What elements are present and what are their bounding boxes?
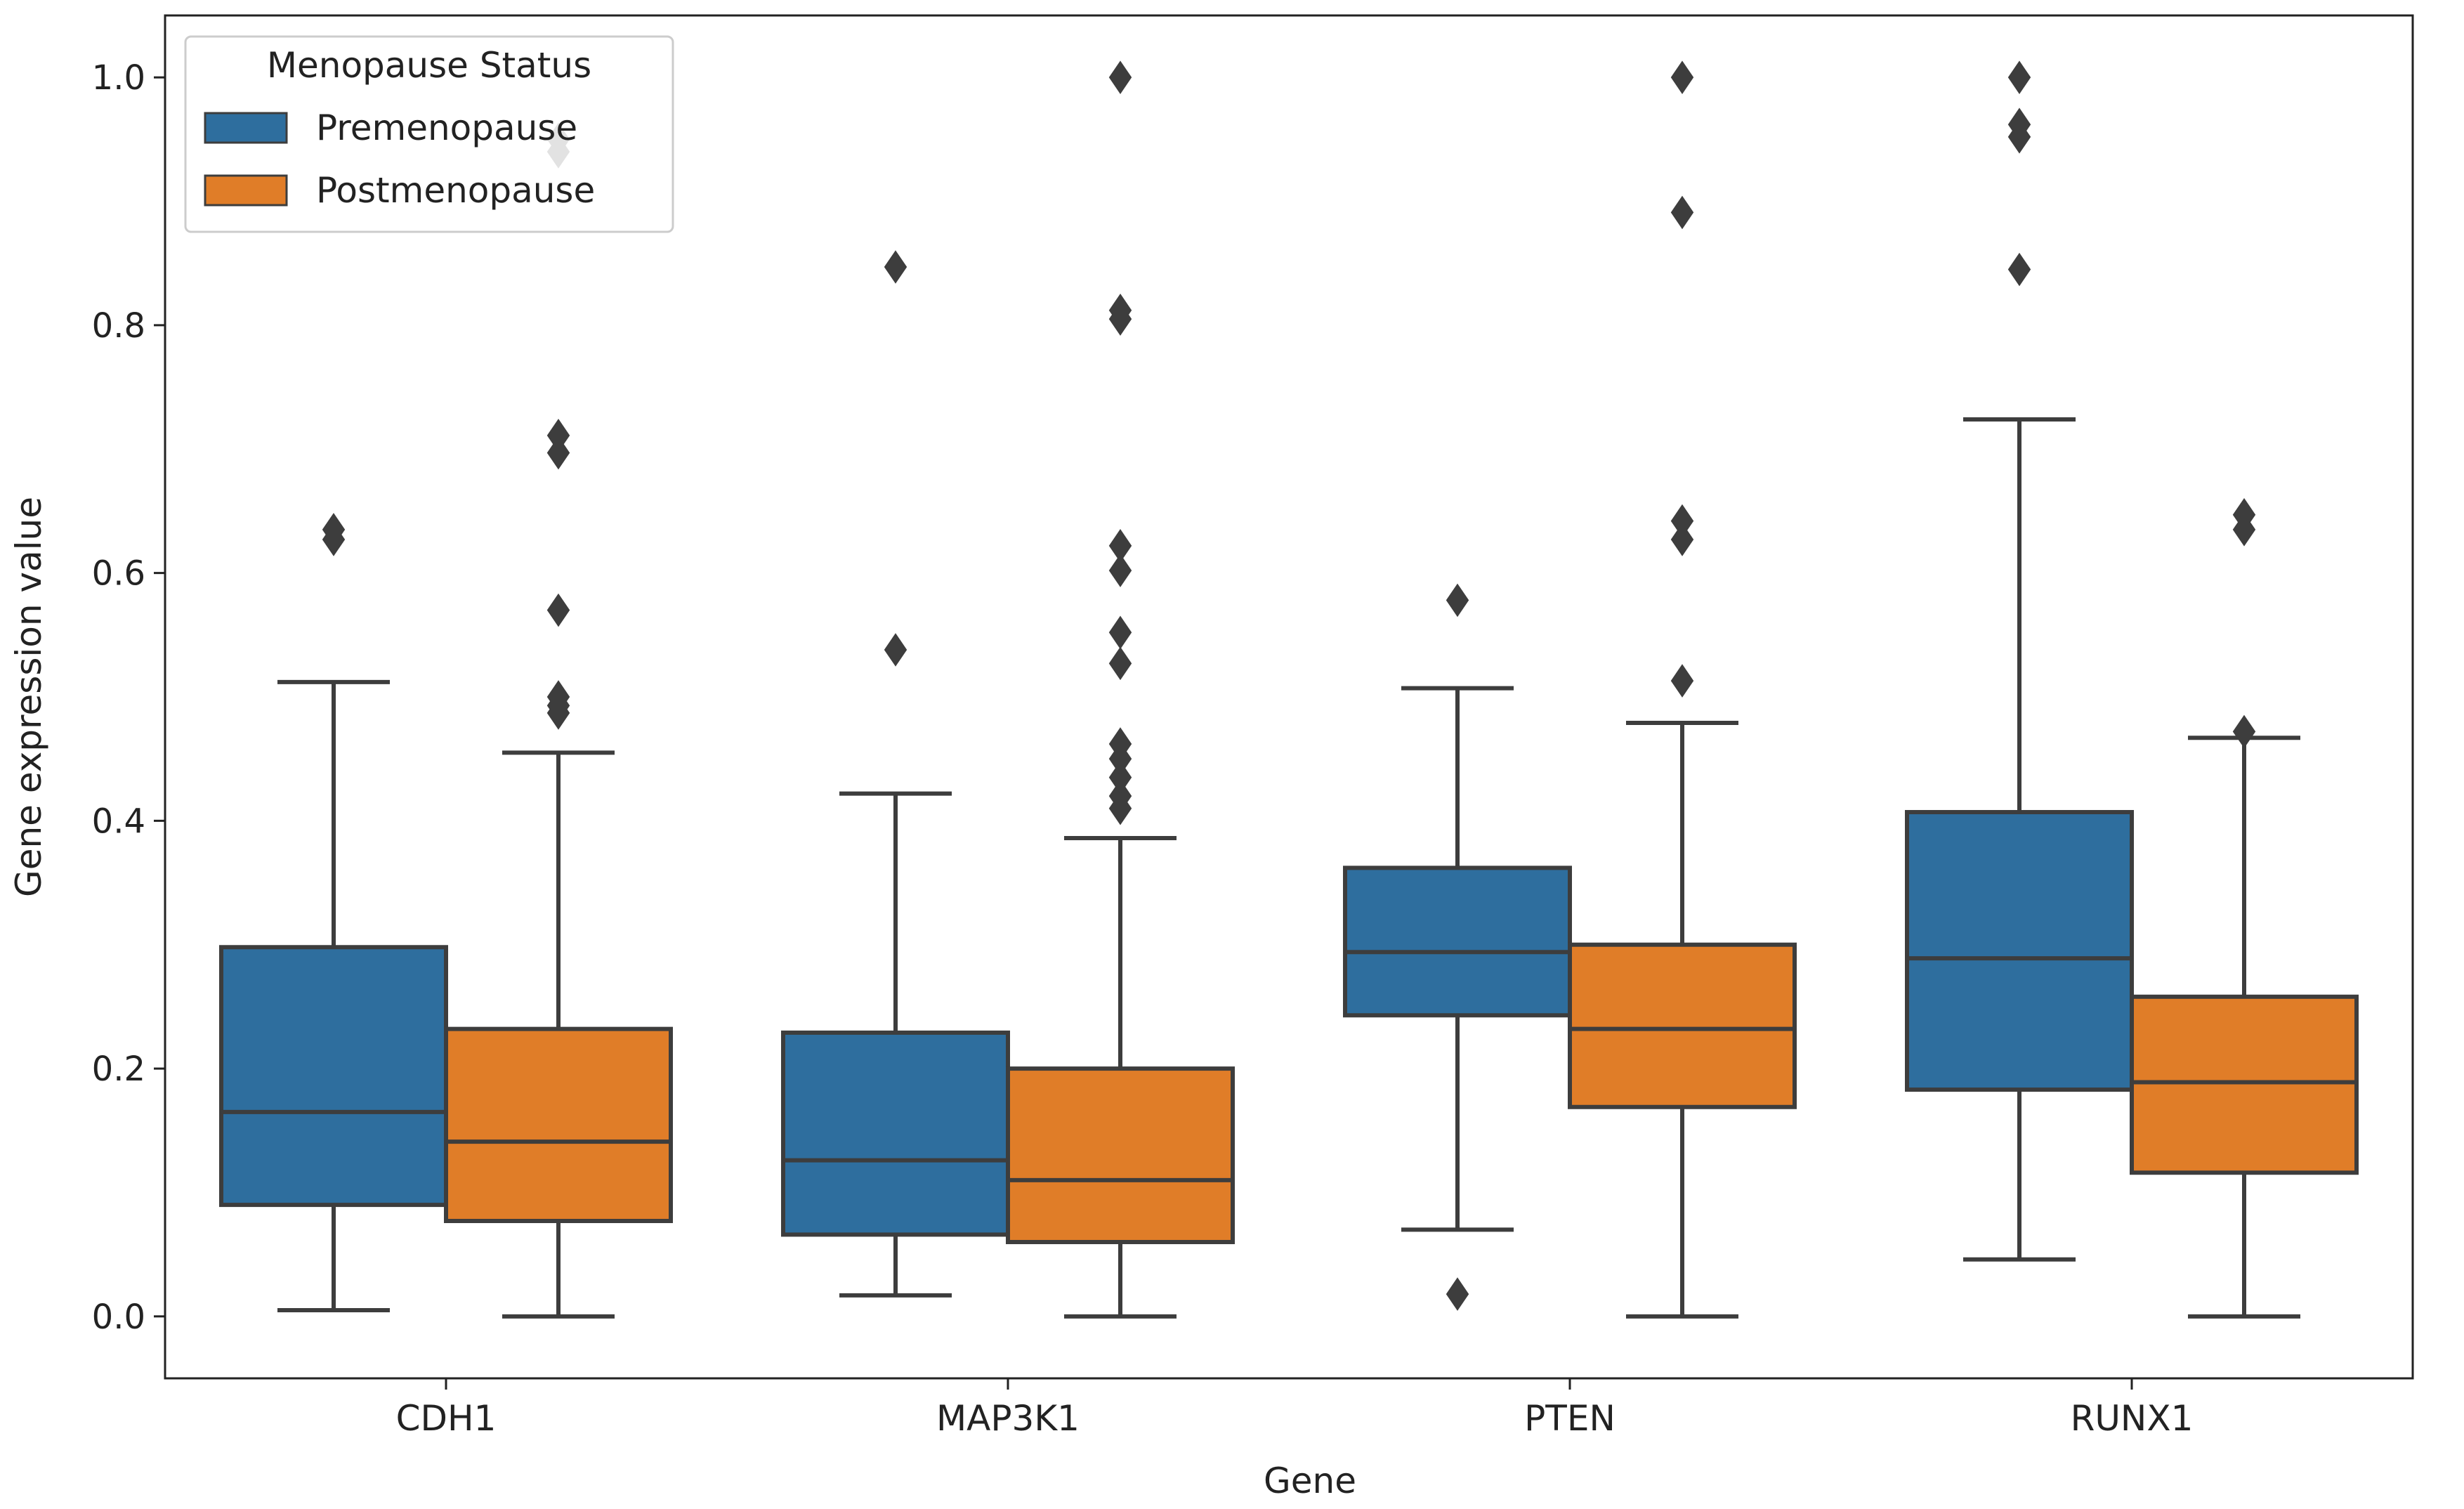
outlier-point xyxy=(2232,497,2256,532)
box-postmenopause-runx1 xyxy=(2130,497,2359,1319)
x-tick-label-runx1: RUNX1 xyxy=(2071,1398,2194,1439)
iqr-box xyxy=(1006,1066,1235,1245)
y-tick-label: 0.8 xyxy=(92,306,145,346)
outlier-point xyxy=(546,419,570,452)
outlier-point xyxy=(1670,523,1694,556)
outlier-point xyxy=(884,250,907,284)
plot-area xyxy=(219,60,2359,1319)
box-premenopause-runx1 xyxy=(1905,60,2134,1262)
outlier-point xyxy=(1670,504,1694,538)
outlier-point xyxy=(1108,554,1132,587)
y-tick-label: 0.2 xyxy=(92,1050,145,1089)
outlier-point xyxy=(2232,714,2256,749)
y-tick-label: 1.0 xyxy=(92,58,145,98)
outlier-point xyxy=(1446,1277,1469,1311)
y-tick-label: 0.6 xyxy=(92,554,145,594)
x-axis-label: Gene xyxy=(1264,1461,1356,1501)
outlier-point xyxy=(1670,60,1694,94)
legend: Menopause Status Premenopause Postmenopa… xyxy=(184,35,674,233)
outlier-point xyxy=(1108,779,1132,813)
legend-frame xyxy=(184,35,674,233)
outlier-point xyxy=(2007,252,2031,287)
legend-title: Menopause Status xyxy=(267,45,591,86)
box-premenopause-map3k1 xyxy=(781,250,1010,1298)
box-postmenopause-map3k1 xyxy=(1006,60,1235,1319)
outlier-point xyxy=(546,436,570,470)
outlier-point xyxy=(1670,664,1694,698)
box-premenopause-pten xyxy=(1343,583,1572,1311)
iqr-box xyxy=(1568,942,1797,1109)
outlier-point xyxy=(2007,60,2031,94)
y-tick-label: 0.4 xyxy=(92,802,145,841)
outlier-point xyxy=(884,633,907,667)
outlier-point xyxy=(1108,727,1132,761)
y-axis: 0.0 0.2 0.4 0.6 0.8 1.0 xyxy=(92,58,165,1337)
x-tick-label-pten: PTEN xyxy=(1524,1398,1616,1439)
outlier-point xyxy=(546,680,570,714)
iqr-box xyxy=(1905,810,2134,1092)
x-tick-label-cdh1: CDH1 xyxy=(396,1398,497,1439)
iqr-box xyxy=(1343,865,1572,1018)
outlier-point xyxy=(1108,760,1132,795)
plot-frame xyxy=(164,14,2414,1380)
iqr-box xyxy=(2130,994,2359,1175)
legend-swatch-premenopause xyxy=(204,112,288,144)
outlier-point xyxy=(546,593,570,627)
legend-label-postmenopause: Postmenopause xyxy=(316,170,595,211)
outlier-point xyxy=(1108,60,1132,94)
outlier-point xyxy=(1108,293,1132,327)
outlier-point xyxy=(1446,583,1469,618)
legend-swatch-postmenopause xyxy=(204,174,288,207)
outlier-point xyxy=(322,513,346,547)
box-premenopause-cdh1 xyxy=(219,513,448,1312)
y-tick-label: 0.0 xyxy=(92,1298,145,1337)
outlier-point xyxy=(1108,615,1132,650)
legend-label-premenopause: Premenopause xyxy=(316,107,577,148)
box-postmenopause-pten xyxy=(1568,60,1797,1319)
x-tick-label-map3k1: MAP3K1 xyxy=(936,1398,1080,1439)
outlier-point xyxy=(1670,195,1694,230)
iqr-box xyxy=(781,1030,1010,1237)
iqr-box xyxy=(444,1026,673,1224)
outlier-point xyxy=(2007,107,2031,141)
iqr-box xyxy=(219,945,448,1208)
outlier-point xyxy=(1108,646,1132,681)
outlier-point xyxy=(1108,529,1132,563)
x-axis: CDH1 MAP3K1 PTEN RUNX1 xyxy=(396,1378,2194,1439)
y-axis-label: Gene expression value xyxy=(8,497,49,897)
